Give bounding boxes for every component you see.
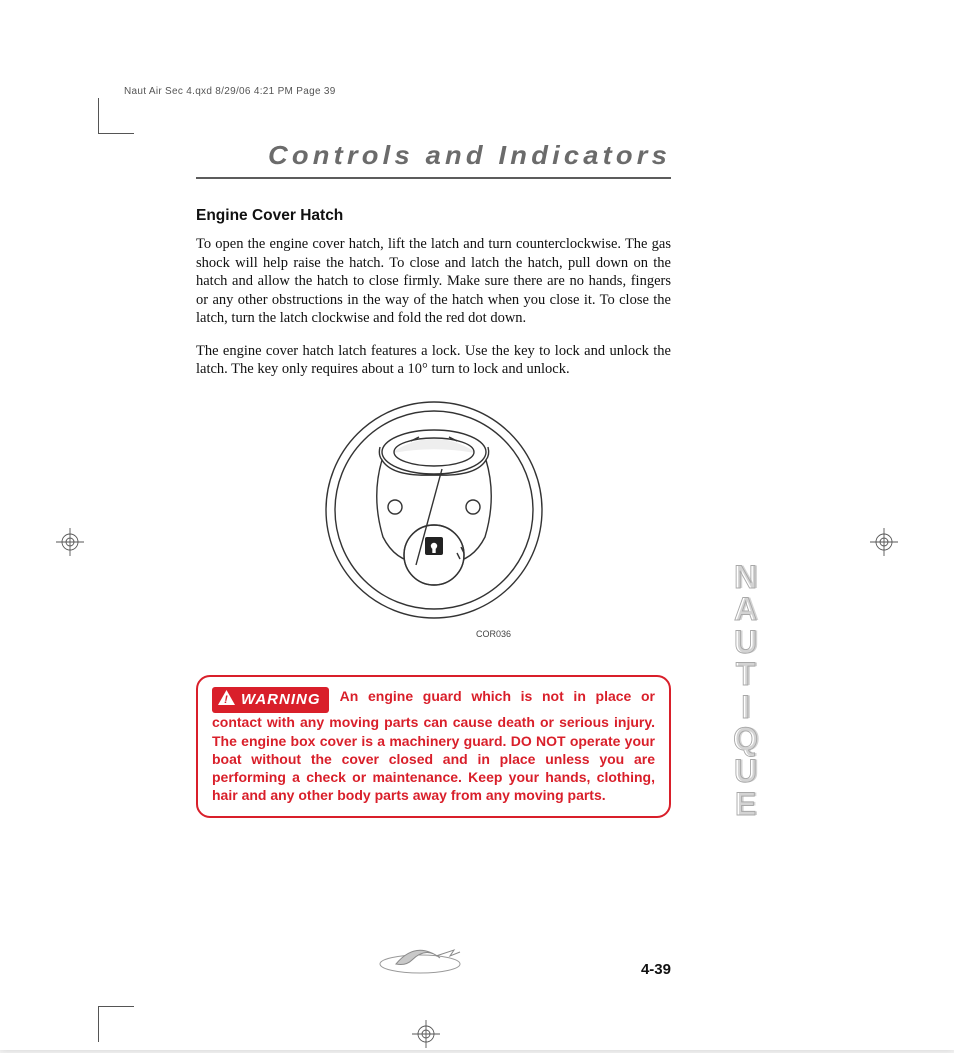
- warning-box: ! WARNING An engine guard which is not i…: [196, 675, 671, 818]
- subheading: Engine Cover Hatch: [196, 207, 671, 225]
- hatch-latch-diagram: [321, 397, 547, 623]
- imposition-header: Naut Air Sec 4.qxd 8/29/06 4:21 PM Page …: [124, 86, 336, 97]
- body-paragraph: To open the engine cover hatch, lift the…: [196, 235, 671, 328]
- section-title: Controls and Indicators: [172, 140, 671, 171]
- footer-logo: [376, 938, 464, 978]
- figure: COR036: [196, 397, 671, 639]
- page-number: 4-39: [641, 961, 671, 978]
- section-rule: Controls and Indicators: [196, 140, 671, 179]
- content-column: Controls and Indicators Engine Cover Hat…: [196, 140, 671, 818]
- brand-letter: U: [734, 756, 757, 786]
- body-paragraph: The engine cover hatch latch features a …: [196, 342, 671, 379]
- registration-mark-bottom: [412, 1020, 440, 1048]
- registration-mark-right: [870, 528, 898, 556]
- warning-text: ! WARNING An engine guard which is not i…: [212, 687, 655, 804]
- footer: 4-39: [196, 938, 671, 978]
- warning-label: ! WARNING: [212, 687, 329, 714]
- brand-letter: A: [734, 594, 757, 624]
- warning-triangle-icon: !: [218, 690, 235, 711]
- brand-letter: Q: [733, 724, 758, 754]
- svg-text:!: !: [224, 694, 229, 705]
- brand-letter: N: [734, 562, 757, 592]
- figure-caption: COR036: [476, 629, 511, 639]
- brand-letter: T: [736, 659, 756, 689]
- crop-mark-top-left: [98, 98, 134, 134]
- crop-mark-bottom-left: [98, 1006, 134, 1042]
- registration-mark-left: [56, 528, 84, 556]
- brand-letter: U: [734, 627, 757, 657]
- vertical-brand: N A U T I Q U E: [733, 562, 758, 819]
- warning-label-text: WARNING: [241, 690, 321, 710]
- brand-letter: E: [735, 789, 756, 819]
- brand-letter: I: [741, 692, 750, 722]
- page: Naut Air Sec 4.qxd 8/29/06 4:21 PM Page …: [0, 0, 954, 1050]
